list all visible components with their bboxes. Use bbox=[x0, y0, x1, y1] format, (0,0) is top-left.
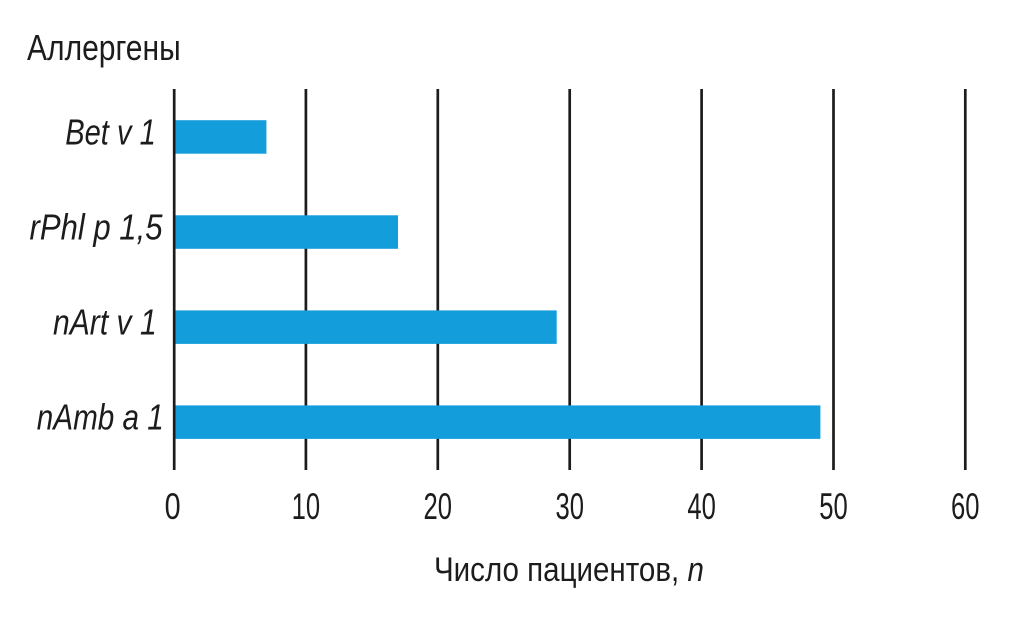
svg-text:60: 60 bbox=[951, 485, 980, 527]
svg-text:Число пациентов, n: Число пациентов, n bbox=[434, 551, 704, 589]
svg-text:20: 20 bbox=[424, 485, 453, 527]
svg-text:30: 30 bbox=[555, 485, 584, 527]
svg-text:10: 10 bbox=[292, 485, 321, 527]
svg-text:50: 50 bbox=[819, 485, 848, 527]
svg-text:nAmb a 1: nAmb a 1 bbox=[37, 397, 164, 438]
svg-text:Bet v 1: Bet v 1 bbox=[65, 112, 156, 153]
svg-text:Аллергены: Аллергены bbox=[27, 27, 181, 68]
svg-text:0: 0 bbox=[165, 485, 181, 527]
svg-text:rPhl p 1,5: rPhl p 1,5 bbox=[30, 207, 164, 248]
svg-text:nArt v 1: nArt v 1 bbox=[53, 302, 157, 343]
svg-text:40: 40 bbox=[687, 485, 716, 527]
